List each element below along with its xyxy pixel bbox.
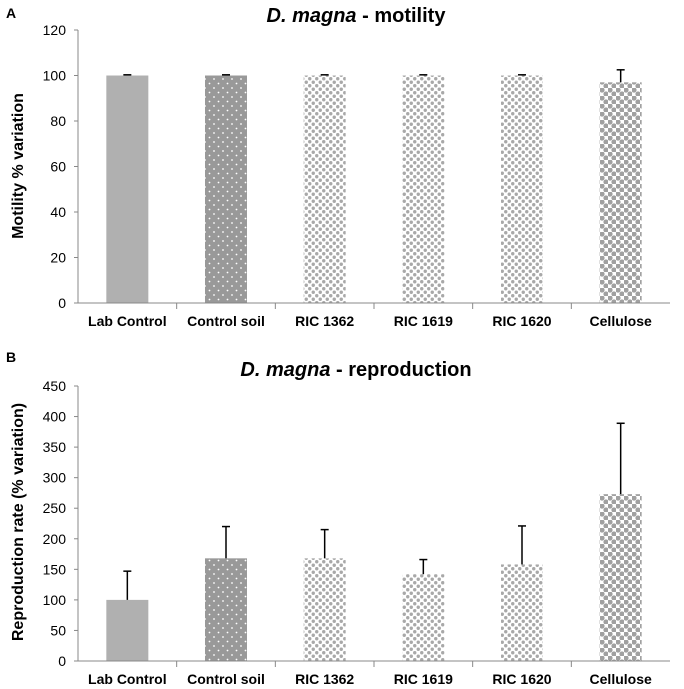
y-tick-label: 300 xyxy=(43,470,67,486)
panel-label-a: A xyxy=(6,5,16,21)
bar-ric-1619 xyxy=(402,574,444,661)
chart-title-suffix: - reproduction xyxy=(330,359,471,381)
bar-cellulose xyxy=(600,82,642,303)
bar-control-soil xyxy=(205,558,247,661)
x-tick-label: RIC 1620 xyxy=(492,671,551,687)
x-tick-label: RIC 1619 xyxy=(394,313,453,329)
error-bars-b xyxy=(123,423,624,600)
x-tick-label: Cellulose xyxy=(590,671,652,687)
chart-title-b: D. magna - reproduction xyxy=(240,359,471,381)
bar-control-soil xyxy=(205,76,247,304)
bars-a xyxy=(106,76,641,304)
y-tick-label: 50 xyxy=(50,622,66,638)
y-ticks-a: 0 20 40 60 80 100 120 xyxy=(43,22,78,311)
bar-lab-control xyxy=(106,600,148,661)
y-tick-label: 250 xyxy=(43,500,67,516)
y-tick-label: 20 xyxy=(50,250,66,266)
y-tick-label: 450 xyxy=(43,378,67,394)
y-tick-label: 40 xyxy=(50,204,66,220)
error-bars-a xyxy=(123,70,624,83)
bar-ric-1619 xyxy=(402,76,444,304)
x-tick-label: Control soil xyxy=(187,671,265,687)
y-tick-label: 0 xyxy=(58,295,66,311)
chart-title-species: D. magna xyxy=(267,5,357,27)
x-tick-label: RIC 1362 xyxy=(295,671,354,687)
bar-cellulose xyxy=(600,494,642,661)
y-tick-label: 120 xyxy=(43,22,67,38)
y-tick-label: 80 xyxy=(50,113,66,129)
x-ticks-a: Lab Control Control soil RIC 1362 RIC 1619 R… xyxy=(88,303,652,329)
x-tick-label: RIC 1620 xyxy=(492,313,551,329)
figure: A D. magna - motility Motility % variati… xyxy=(0,0,684,689)
y-tick-label: 400 xyxy=(43,409,67,425)
y-ticks-b: 0 50 100 150 200 250 300 350 400 450 xyxy=(43,378,78,669)
y-tick-label: 350 xyxy=(43,439,67,455)
y-tick-label: 100 xyxy=(43,68,67,84)
x-tick-label: Lab Control xyxy=(88,313,167,329)
x-tick-label: RIC 1362 xyxy=(295,313,354,329)
y-axis-label-a: Motility % variation xyxy=(10,93,27,239)
bars-b xyxy=(106,494,641,661)
y-tick-label: 150 xyxy=(43,561,67,577)
x-tick-label: RIC 1619 xyxy=(394,671,453,687)
y-tick-label: 60 xyxy=(50,159,66,175)
bar-ric-1362 xyxy=(304,558,346,661)
x-tick-label: Lab Control xyxy=(88,671,167,687)
bar-ric-1620 xyxy=(501,76,543,304)
reproduction-chart: B D. magna - reproduction Reproduction r… xyxy=(6,349,670,687)
y-axis-label-b: Reproduction rate (% variation) xyxy=(10,403,27,641)
x-ticks-b: Lab Control Control soil RIC 1362 RIC 1619 R… xyxy=(88,661,652,687)
panel-label-b: B xyxy=(6,349,16,365)
bar-lab-control xyxy=(106,76,148,304)
chart-title-suffix: - motility xyxy=(357,5,447,27)
x-tick-label: Control soil xyxy=(187,313,265,329)
y-tick-label: 200 xyxy=(43,531,67,547)
x-tick-label: Cellulose xyxy=(590,313,652,329)
chart-title-species: D. magna xyxy=(240,359,330,381)
motility-chart: A D. magna - motility Motility % variati… xyxy=(6,5,670,329)
y-tick-label: 0 xyxy=(58,653,66,669)
chart-title-a: D. magna - motility xyxy=(267,5,447,27)
bar-ric-1620 xyxy=(501,564,543,661)
y-tick-label: 100 xyxy=(43,592,67,608)
bar-ric-1362 xyxy=(304,76,346,304)
